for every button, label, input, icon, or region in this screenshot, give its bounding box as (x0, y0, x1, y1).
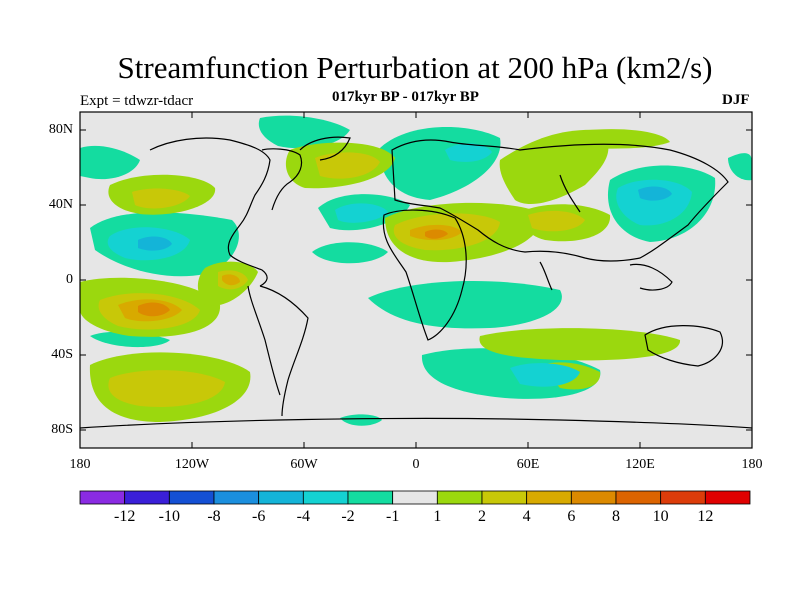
lon-label-60e: 60E (516, 457, 540, 472)
colorbar-label: -6 (251, 508, 266, 525)
positive-contours-light (80, 129, 681, 422)
colorbar-label: 12 (697, 508, 714, 525)
map-title: Streamfunction Perturbation at 200 hPa (… (117, 50, 713, 85)
colorbar-label: -12 (113, 508, 136, 525)
colorbar-label: -1 (385, 508, 400, 525)
colorbar-label: -2 (341, 508, 355, 525)
colorbar-label: -10 (158, 508, 180, 525)
period-label: 017kyr BP - 017kyr BP (332, 89, 479, 105)
colorbar-label: 1 (433, 508, 442, 525)
colorbar-swatch (570, 490, 617, 505)
positive-contours-peak (138, 229, 448, 317)
lat-label-80s: 80S (51, 422, 73, 437)
lat-label-0: 0 (66, 272, 73, 287)
negative-contours-strong (138, 186, 672, 251)
colorbar-swatch (615, 490, 662, 505)
experiment-label: Expt = tdwzr-tdacr (80, 93, 194, 109)
colorbar-swatch (258, 490, 304, 505)
colorbar-swatch (124, 490, 170, 505)
colorbar-label: 6 (567, 508, 576, 525)
lon-label-180w: 180 (69, 457, 91, 472)
colorbar-swatch (660, 490, 706, 505)
colorbar-label: 10 (652, 508, 669, 525)
axis-ticks (80, 112, 752, 448)
colorbar-swatch (481, 490, 528, 505)
colorbar-label: 4 (522, 508, 531, 525)
lon-label-180e: 180 (741, 457, 763, 472)
lon-label-120w: 120W (174, 457, 210, 472)
lon-label-120e: 120E (625, 457, 655, 472)
contour-field (80, 112, 752, 448)
colorbar-swatch (392, 490, 438, 505)
colorbar-swatch (213, 490, 260, 505)
colorbar-label: -8 (207, 508, 221, 525)
colorbar-label: 8 (612, 508, 620, 525)
lat-label-80n: 80N (48, 122, 73, 137)
lon-label-0: 0 (412, 457, 420, 472)
colorbar-swatch (436, 490, 483, 505)
lat-label-40s: 40S (51, 347, 73, 362)
colorbar-label: 2 (478, 508, 486, 525)
colorbar-swatch (168, 490, 215, 505)
colorbar-label: -4 (296, 508, 310, 525)
lon-label-60w: 60W (290, 457, 318, 472)
lat-label-40n: 40N (48, 197, 73, 212)
colorbar-swatch (704, 490, 751, 505)
season-label: DJF (722, 92, 750, 108)
coastlines (80, 136, 752, 429)
colorbar-swatch (526, 490, 572, 505)
colorbar-swatch (347, 490, 394, 505)
colorbar (79, 490, 751, 505)
colorbar-swatch (302, 490, 349, 505)
colorbar-swatch (79, 490, 126, 505)
